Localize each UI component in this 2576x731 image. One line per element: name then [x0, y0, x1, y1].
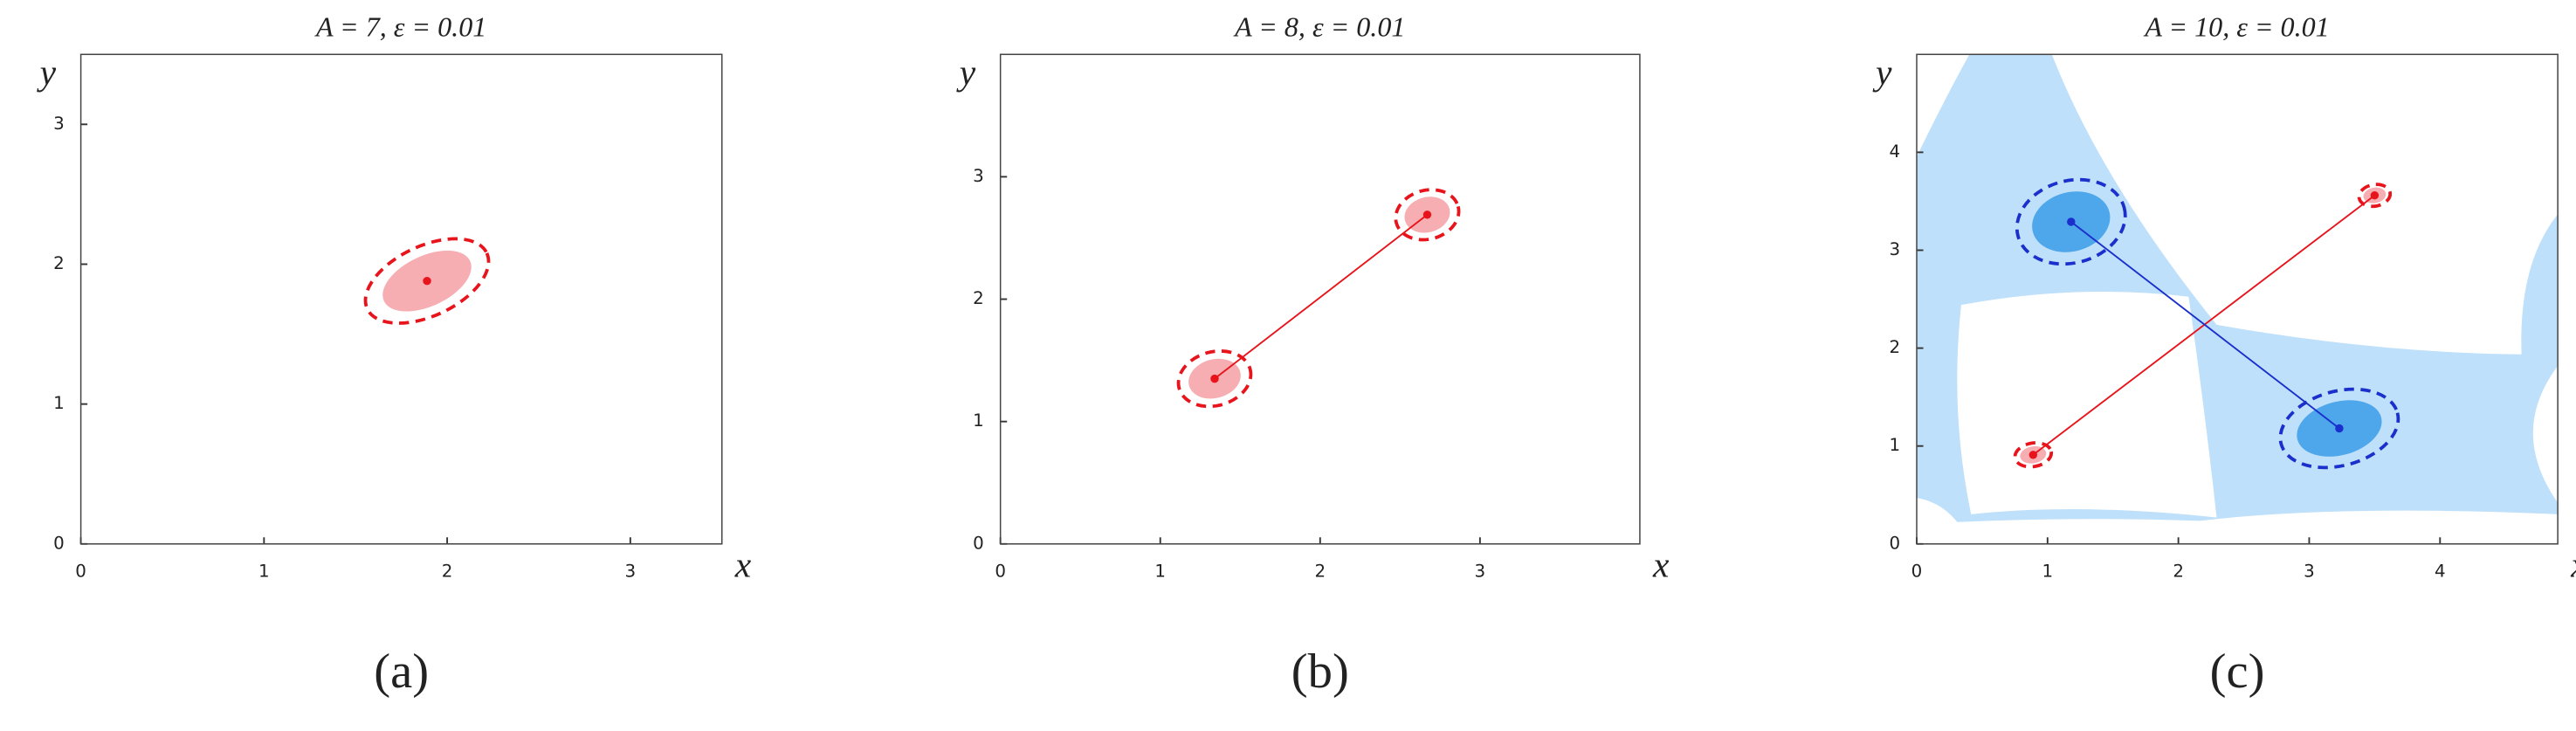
y-tick-label: 2	[53, 253, 65, 273]
x-tick-label: 3	[2304, 561, 2315, 581]
y-tick-label: 1	[973, 410, 984, 431]
x-tick-label: 1	[2042, 561, 2054, 581]
center-point	[2335, 424, 2344, 433]
y-axis-label: y	[1872, 52, 1892, 92]
axes-frame	[1916, 53, 2559, 545]
y-tick-label: 3	[1890, 239, 1901, 259]
y-tick-label: 2	[1890, 337, 1901, 357]
x-tick-label: 3	[1475, 561, 1486, 581]
chart-title: A = 8, ε = 0.01	[1233, 10, 1405, 42]
x-axis-label: x	[1652, 545, 1670, 585]
x-axis-label: x	[734, 545, 752, 585]
axes-frame	[999, 53, 1641, 545]
center-point	[1422, 210, 1432, 219]
y-axis-label: y	[37, 52, 57, 92]
axes-frame	[79, 53, 723, 545]
center-point	[2067, 217, 2076, 226]
y-tick-label: 1	[53, 393, 65, 413]
y-tick-label: 2	[973, 288, 984, 308]
y-tick-label: 3	[973, 166, 984, 186]
y-tick-label: 4	[1890, 141, 1901, 162]
y-tick-label: 0	[1890, 533, 1901, 553]
x-tick-label: 2	[2173, 561, 2184, 581]
x-tick-label: 1	[258, 561, 270, 581]
confidence-ellipse	[363, 237, 491, 325]
y-tick-label: 3	[53, 114, 65, 134]
x-tick-label: 3	[625, 561, 637, 581]
x-axis-label: x	[2570, 545, 2576, 585]
x-tick-label: 0	[1911, 561, 1923, 581]
connecting-line	[2070, 221, 2340, 430]
x-tick-label: 4	[2435, 561, 2446, 581]
confidence-ellipse	[1176, 349, 1253, 409]
center-point	[2028, 451, 2038, 459]
confidence-ellipse	[2278, 387, 2400, 470]
x-tick-label: 0	[75, 561, 86, 581]
panel-caption: (b)	[1291, 645, 1349, 699]
y-axis-label: y	[956, 52, 976, 92]
x-tick-label: 1	[1154, 561, 1166, 581]
chart-title: A = 10, ε = 0.01	[2143, 10, 2329, 42]
y-tick-label: 0	[973, 533, 984, 553]
confidence-ellipse	[2013, 441, 2054, 469]
center-point	[1210, 374, 1219, 383]
x-tick-label: 0	[995, 561, 1006, 581]
confidence-ellipse	[2015, 177, 2127, 266]
connecting-line	[1214, 214, 1429, 380]
chart-title: A = 7, ε = 0.01	[314, 10, 486, 42]
y-tick-label: 0	[53, 533, 65, 553]
confidence-ellipse	[2357, 183, 2393, 209]
center-point	[2370, 190, 2380, 200]
x-tick-label: 2	[1314, 561, 1326, 581]
panel-caption: (c)	[2210, 645, 2265, 699]
center-point	[423, 277, 431, 286]
panel-caption: (a)	[374, 645, 429, 699]
y-tick-label: 1	[1890, 435, 1901, 455]
basin-region	[1916, 54, 2559, 544]
x-tick-label: 2	[442, 561, 453, 581]
